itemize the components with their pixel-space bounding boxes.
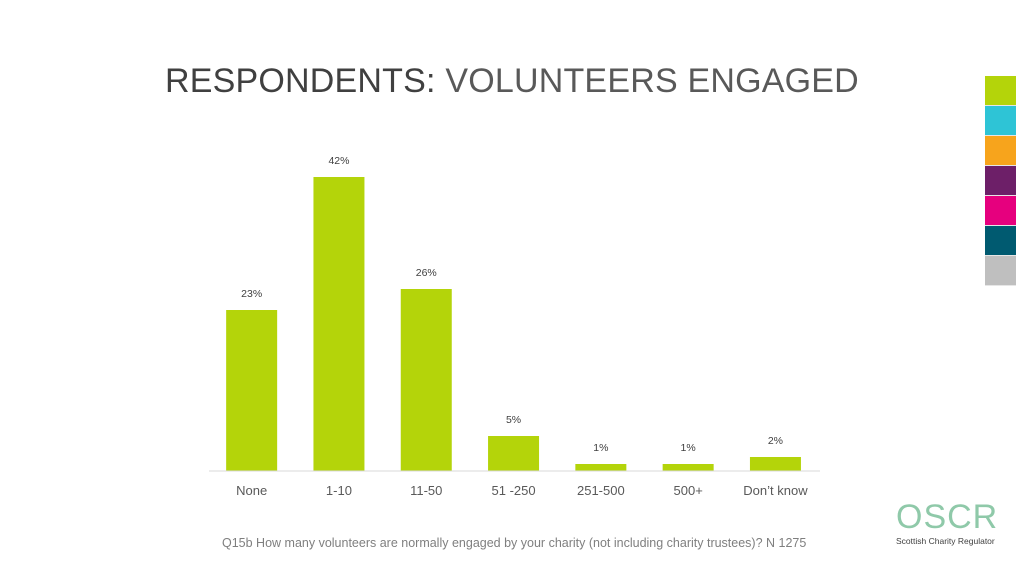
data-label-1: 42% [328,155,349,167]
data-label-3: 5% [506,414,521,426]
category-label-6: Don’t know [743,483,808,498]
category-label-5: 500+ [674,483,703,498]
title-prefix: RESPONDENTS: [165,62,436,100]
color-swatch-strip [985,76,1016,286]
logo-subtitle: Scottish Charity Regulator [896,536,995,546]
data-label-0: 23% [241,288,262,300]
category-label-4: 251-500 [577,483,625,498]
color-swatch-5 [985,226,1016,256]
oscr-logo: OSCR Scottish Charity Regulator [896,498,999,546]
bar-2 [400,289,452,471]
logo-mark: OSCR [896,498,999,536]
color-swatch-3 [985,166,1016,196]
bar-3 [488,436,540,471]
data-label-2: 26% [416,267,437,279]
data-label-6: 2% [768,435,783,447]
color-swatch-6 [985,256,1016,286]
bar-0 [226,310,278,471]
category-label-2: 11-50 [410,483,442,498]
category-label-3: 51 -250 [492,483,536,498]
page-title: RESPONDENTS: VOLUNTEERS ENGAGED [165,62,859,101]
title-main: VOLUNTEERS ENGAGED [445,62,859,100]
bar-5 [662,464,714,471]
bar-1 [313,177,365,471]
data-label-4: 1% [593,442,608,454]
category-label-0: None [236,483,267,498]
data-label-5: 1% [681,442,696,454]
color-swatch-1 [985,106,1016,136]
bar-4 [575,464,627,471]
color-swatch-0 [985,76,1016,106]
survey-footnote: Q15b How many volunteers are normally en… [222,536,807,550]
color-swatch-2 [985,136,1016,166]
color-swatch-4 [985,196,1016,226]
bar-6 [749,457,801,471]
category-label-1: 1-10 [326,483,352,498]
